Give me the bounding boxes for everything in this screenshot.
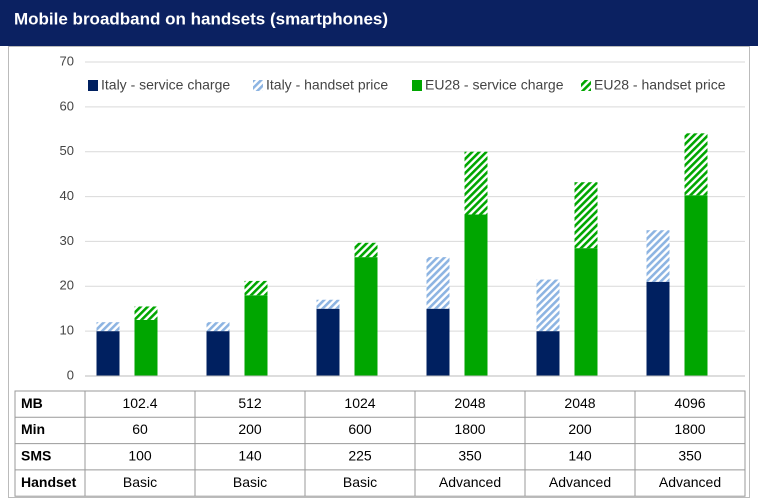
table-cell: Basic	[343, 474, 377, 490]
table-cell: 200	[568, 421, 592, 437]
table-cell: 2048	[454, 395, 485, 411]
y-tick-label: 40	[60, 188, 74, 203]
table-cell: 4096	[674, 395, 705, 411]
legend-label: EU28 - service charge	[425, 77, 564, 93]
table-cell: Advanced	[659, 474, 721, 490]
bar-segment	[134, 306, 158, 320]
table-cell: 140	[568, 447, 592, 463]
table-cell: Advanced	[439, 474, 501, 490]
bar-segment	[244, 280, 268, 296]
legend-label: Italy - handset price	[266, 77, 388, 93]
bar-segment	[206, 322, 230, 332]
table-cell: 600	[348, 421, 372, 437]
bar-segment	[96, 331, 120, 376]
bar-segment	[646, 281, 670, 376]
chart-title: Mobile broadband on handsets (smartphone…	[14, 9, 388, 28]
bar-segment	[244, 295, 268, 376]
bar-segment	[134, 319, 158, 376]
y-tick-label: 60	[60, 98, 74, 113]
bar-segment	[354, 257, 378, 376]
table-cell: 512	[238, 395, 262, 411]
bar-segment	[574, 182, 598, 249]
bar-segment	[426, 308, 450, 376]
bar-segment	[684, 133, 708, 196]
bar-segment	[536, 279, 560, 332]
table-cell: 100	[128, 447, 152, 463]
bar-segment	[426, 257, 450, 309]
table-cell: 1800	[454, 421, 485, 437]
row-header: Min	[21, 421, 45, 437]
bar-segment	[646, 230, 670, 282]
y-tick-label: 50	[60, 143, 74, 158]
bar-segment	[354, 242, 378, 258]
bar-segment	[574, 248, 598, 376]
legend-swatch	[412, 80, 422, 91]
table-cell: Basic	[123, 474, 157, 490]
bar-segment	[316, 308, 340, 376]
bar-segment	[464, 151, 488, 215]
header-bar	[0, 0, 758, 46]
table-cell: 60	[132, 421, 148, 437]
table-cell: Basic	[233, 474, 267, 490]
y-tick-label: 70	[60, 53, 74, 68]
table-cell: Advanced	[549, 474, 611, 490]
table-cell: 1800	[674, 421, 705, 437]
bar-segment	[684, 195, 708, 376]
y-tick-label: 0	[67, 367, 74, 382]
row-header: MB	[21, 395, 43, 411]
table-cell: 140	[238, 447, 262, 463]
legend-swatch	[253, 80, 263, 91]
bar-segment	[96, 322, 120, 332]
legend-label: EU28 - handset price	[594, 77, 726, 93]
table-cell: 102.4	[122, 395, 157, 411]
row-header: SMS	[21, 447, 51, 463]
bar-segment	[206, 331, 230, 376]
legend-swatch	[88, 80, 98, 91]
table-cell: 2048	[564, 395, 595, 411]
frame	[8, 46, 750, 498]
bar-segment	[464, 214, 488, 376]
y-tick-label: 30	[60, 233, 74, 248]
table-cell: 200	[238, 421, 262, 437]
y-tick-label: 20	[60, 278, 74, 293]
legend-label: Italy - service charge	[101, 77, 230, 93]
table-cell: 350	[678, 447, 702, 463]
row-header: Handset	[21, 474, 77, 490]
legend-swatch	[581, 80, 591, 91]
bar-segment	[536, 331, 560, 376]
table-cell: 350	[458, 447, 482, 463]
bar-segment	[316, 299, 340, 309]
table-cell: 225	[348, 447, 372, 463]
table-cell: 1024	[344, 395, 375, 411]
y-tick-label: 10	[60, 323, 74, 338]
